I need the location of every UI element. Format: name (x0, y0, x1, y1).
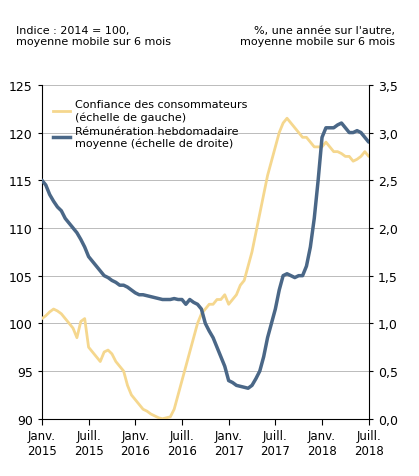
Text: %, une année sur l'autre,
moyenne mobile sur 6 mois: %, une année sur l'autre, moyenne mobile… (240, 26, 395, 47)
Legend: Confiance des consommateurs
(échelle de gauche), Rémunération hebdomadaire
moyen: Confiance des consommateurs (échelle de … (49, 96, 252, 153)
Text: Indice : 2014 = 100,
moyenne mobile sur 6 mois: Indice : 2014 = 100, moyenne mobile sur … (16, 26, 171, 47)
